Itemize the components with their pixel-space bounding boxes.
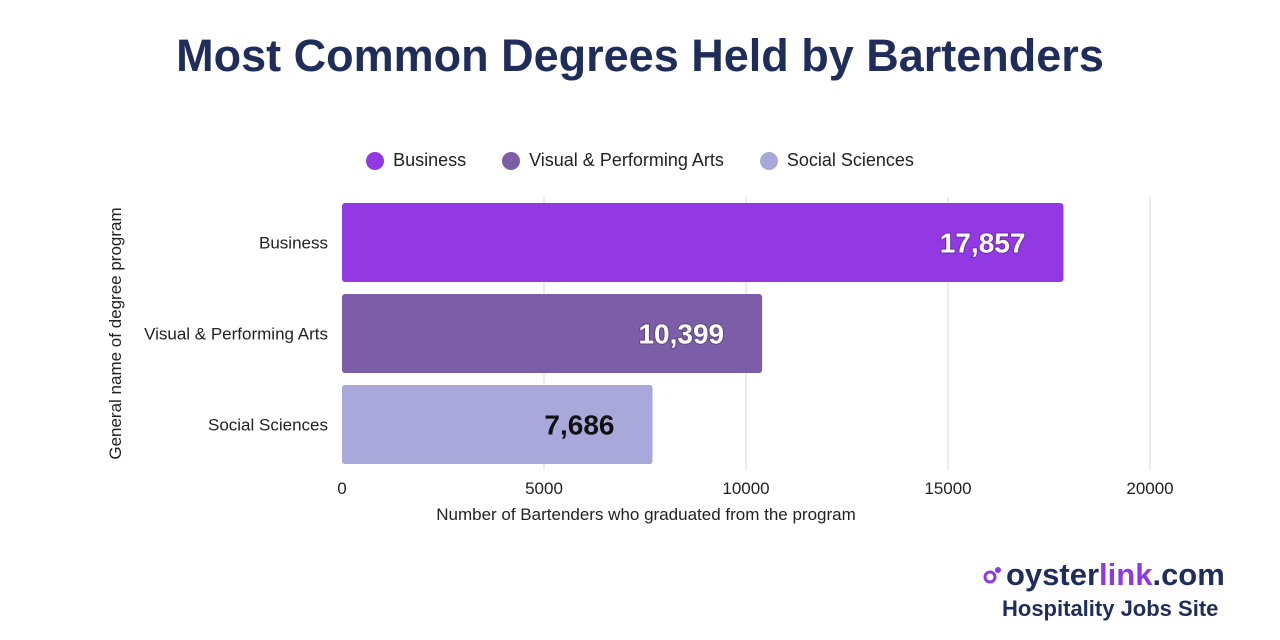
legend-item-social: Social Sciences: [759, 150, 914, 171]
legend: Business Visual & Performing Arts Social…: [0, 150, 1280, 171]
legend-label-arts: Visual & Performing Arts: [529, 150, 724, 170]
y-tick-label: Social Sciences: [208, 416, 328, 435]
y-axis-title: General name of degree program: [106, 207, 125, 459]
x-tick-label: 15000: [924, 479, 971, 498]
bar: [342, 294, 763, 373]
oysterlink-logo: oyster link .com Hospitality Jobs Site: [982, 559, 1232, 622]
logo-brand-first: oyster: [1006, 557, 1100, 592]
bar: [342, 385, 653, 464]
x-tick-label: 0: [337, 479, 346, 498]
logo-brand-accent: link: [1099, 557, 1153, 592]
x-axis-title: Number of Bartenders who graduated from …: [436, 505, 856, 524]
legend-swatch-arts: [502, 151, 521, 170]
legend-item-business: Business: [366, 150, 466, 171]
legend-label-business: Business: [393, 150, 467, 170]
y-tick-label: Visual & Performing Arts: [144, 325, 328, 344]
x-tick-label: 20000: [1126, 479, 1173, 498]
data-label: 17,857: [940, 228, 1026, 259]
data-label: 7,686: [544, 410, 614, 441]
data-label: 10,399: [638, 319, 724, 350]
legend-item-arts: Visual & Performing Arts: [502, 150, 724, 171]
logo-brand-tld: .com: [1152, 557, 1225, 592]
chart-title: Most Common Degrees Held by Bartenders: [176, 30, 1104, 81]
legend-swatch-business: [366, 151, 385, 170]
logo-tagline: Hospitality Jobs Site: [1002, 596, 1219, 621]
legend-label-social: Social Sciences: [786, 150, 914, 170]
x-tick-label: 10000: [722, 479, 769, 498]
oysterlink-mark-icon: [983, 566, 1001, 583]
x-tick-label: 5000: [525, 479, 563, 498]
legend-swatch-social: [759, 151, 778, 170]
y-tick-label: Business: [259, 234, 328, 253]
bar: [342, 203, 1064, 282]
